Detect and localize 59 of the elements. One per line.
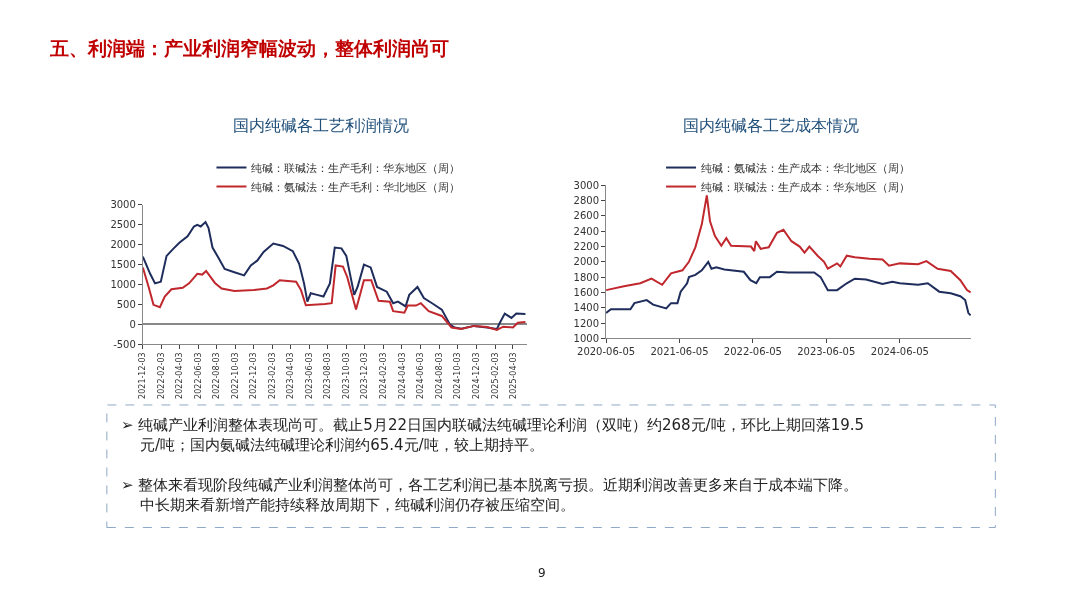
y-tick-label: 2000 xyxy=(110,239,136,251)
x-tick-label: 2022-04-03 xyxy=(175,352,185,399)
x-tick-label: 2023-10-03 xyxy=(341,352,351,399)
line-series xyxy=(606,260,972,317)
y-tick-label: 1400 xyxy=(573,302,600,314)
y-tick-label: 2200 xyxy=(573,241,600,253)
x-tick-label: 2023-08-03 xyxy=(323,352,333,399)
x-tick-label: 2023-12-03 xyxy=(360,352,370,399)
x-tick-label: 2025-02-03 xyxy=(490,352,500,399)
y-tick-label: 2600 xyxy=(573,210,600,222)
y-tick-label: 2500 xyxy=(110,219,136,231)
x-tick-label: 2022-08-03 xyxy=(212,352,222,399)
x-tick-label: 2024-12-03 xyxy=(471,352,481,399)
y-tick-label: 0 xyxy=(129,318,136,330)
line-series xyxy=(606,194,972,294)
y-tick-label: 2800 xyxy=(573,195,600,207)
legend-label: 纯碱：氨碱法：生产毛利：华北地区（周） xyxy=(251,180,461,194)
line-series xyxy=(142,221,527,331)
text: ➢ 纯碱产业利润整体表现尚可。截止5月22日国内联碱法纯碱理论利润（双吨）约268元/吨，环比上期回落19.5元/吨；国内氨碱法纯碱理论利润约65.4元/吨，较上期持平。 xyxy=(121,416,865,454)
x-tick-label: 2021-06-05 xyxy=(650,346,709,358)
x-tick-label: 2024-04-03 xyxy=(397,352,407,399)
y-tick-label: 1200 xyxy=(573,317,600,329)
y-tick-label: 1000 xyxy=(110,279,136,291)
y-tick-label: 500 xyxy=(116,298,136,310)
y-tick-label: 1000 xyxy=(573,332,600,344)
x-tick-label: 2020-06-05 xyxy=(577,346,636,358)
y-tick-label: 3000 xyxy=(573,179,600,191)
y-tick-label: 1500 xyxy=(110,259,136,271)
legend-label: 纯碱：联碱法：生产毛利：华东地区（周） xyxy=(251,161,461,175)
x-tick-label: 2023-06-05 xyxy=(797,346,856,358)
chart-title: 国内纯碱各工艺成本情况 xyxy=(683,116,859,135)
x-tick-label: 2024-02-03 xyxy=(379,352,389,399)
x-tick-label: 2022-12-03 xyxy=(249,352,259,399)
x-tick-label: 2022-10-03 xyxy=(230,352,240,399)
line-series xyxy=(142,264,527,331)
y-tick-label: 1800 xyxy=(573,271,600,283)
x-tick-label: 2024-06-03 xyxy=(416,352,426,399)
text: ➢ 整体来看现阶段纯碱产业利润整体尚可，各工艺利润已基本脱离亏损。近期利润改善更多来自于成本端下降。中长期来看新增产能持续释放周期下，纯碱利润仍存被压缩空间。 xyxy=(121,476,859,514)
x-tick-label: 2022-02-03 xyxy=(157,352,167,399)
x-tick-label: 2025-04-03 xyxy=(508,352,518,399)
x-tick-label: 2024-10-03 xyxy=(453,352,463,399)
x-tick-label: 2023-02-03 xyxy=(268,352,278,399)
text: 9 xyxy=(538,566,546,580)
chart-title: 国内纯碱各工艺利润情况 xyxy=(233,116,409,135)
y-tick-label: 2000 xyxy=(573,256,600,268)
y-tick-label: 1600 xyxy=(573,286,600,298)
legend-label: 纯碱：联碱法：生产成本：华东地区（周） xyxy=(701,180,911,194)
x-tick-label: 2021-12-03 xyxy=(138,352,148,399)
x-tick-label: 2024-06-05 xyxy=(870,346,929,358)
y-tick-label: 2400 xyxy=(573,225,600,237)
x-tick-label: 2022-06-03 xyxy=(193,352,203,399)
x-tick-label: 2022-06-05 xyxy=(723,346,782,358)
y-tick-label: 3000 xyxy=(110,199,136,211)
x-tick-label: 2023-06-03 xyxy=(304,352,314,399)
x-tick-label: 2024-08-03 xyxy=(434,352,444,399)
text: 五、利润端：产业利润窄幅波动，整体利润尚可 xyxy=(49,37,449,59)
legend-label: 纯碱：氨碱法：生产成本：华北地区（周） xyxy=(701,161,911,175)
y-tick-label: -500 xyxy=(113,338,136,350)
x-tick-label: 2023-04-03 xyxy=(286,352,296,399)
